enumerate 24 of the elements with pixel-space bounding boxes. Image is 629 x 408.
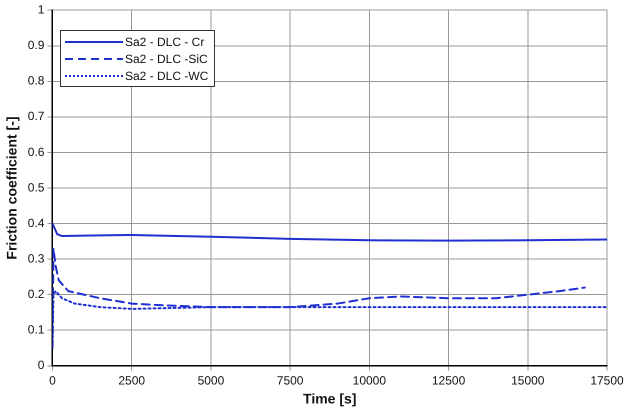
y-tick-label: 0.1 (28, 322, 45, 337)
legend-label: Sa2 - DLC -WC (125, 68, 208, 82)
y-tick-label: 0.5 (28, 180, 45, 194)
y-tick-label: 0.8 (28, 74, 45, 88)
x-tick-label: 10000 (352, 373, 386, 388)
x-tick-label: 15000 (511, 373, 545, 388)
y-tick-label: 0 (38, 358, 45, 372)
y-tick-label: 0.4 (28, 216, 45, 230)
x-tick-label: 12500 (432, 373, 466, 388)
y-tick-label: 0.9 (28, 38, 45, 52)
x-tick-label: 7500 (276, 373, 304, 388)
x-axis-title: Time [s] (303, 390, 356, 406)
x-tick-label: 0 (49, 373, 56, 388)
y-tick-label: 0.7 (28, 109, 45, 124)
y-tick-label: 0.2 (28, 286, 45, 301)
legend-label: Sa2 - DLC - Cr (125, 34, 204, 48)
legend-label: Sa2 - DLC -SiC (125, 52, 208, 66)
x-tick-label: 5000 (198, 373, 225, 388)
x-tick-label: 2500 (118, 373, 146, 388)
y-tick-label: 0.3 (28, 251, 45, 266)
y-axis-title: Friction coefficient [-] (3, 116, 20, 260)
x-tick-label: 17500 (590, 373, 624, 388)
y-tick-label: 1 (38, 2, 45, 17)
y-tick-label: 0.6 (28, 144, 45, 159)
